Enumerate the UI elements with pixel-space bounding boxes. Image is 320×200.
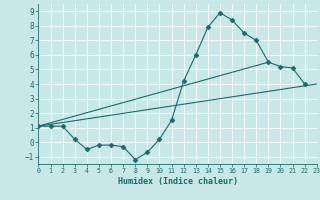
- X-axis label: Humidex (Indice chaleur): Humidex (Indice chaleur): [118, 177, 238, 186]
